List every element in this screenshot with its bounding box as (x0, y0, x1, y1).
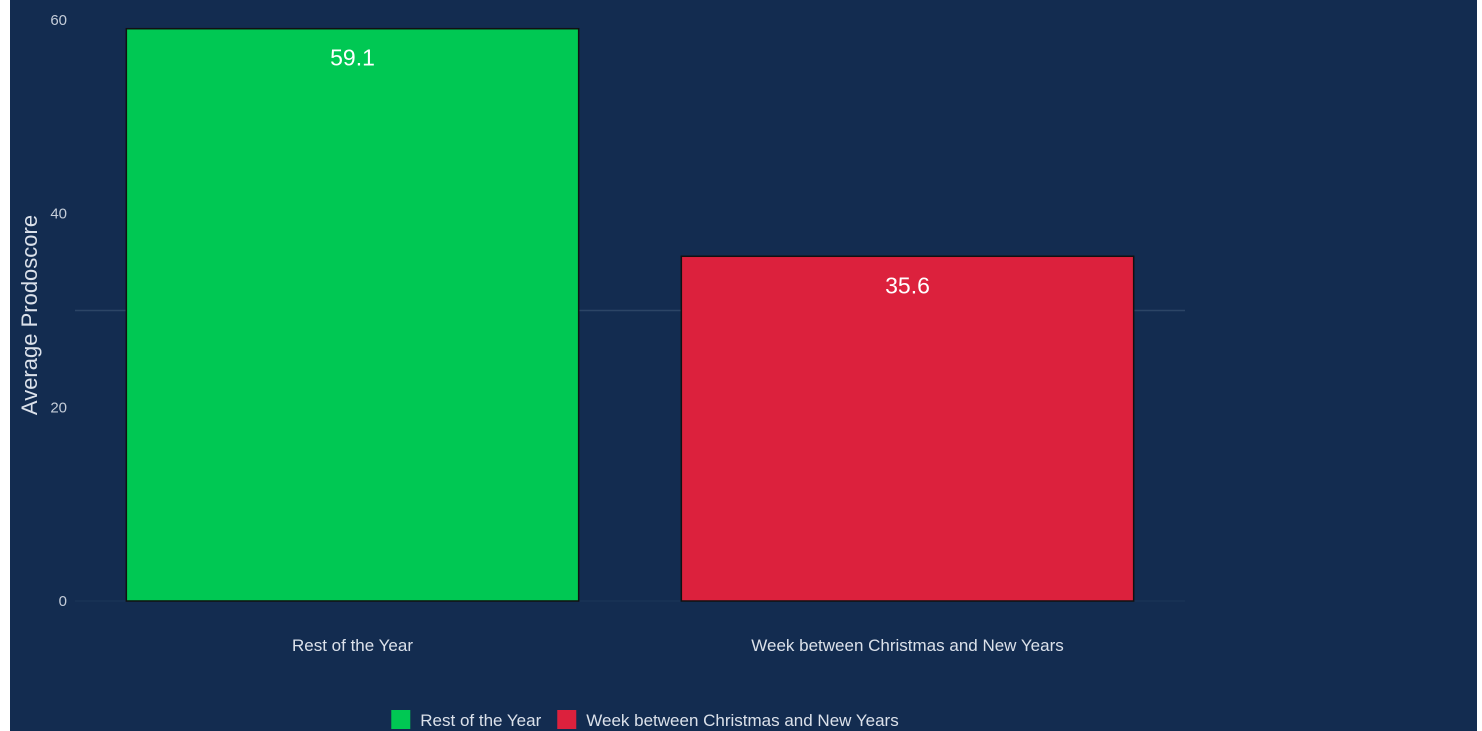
x-category-label: Rest of the Year (292, 636, 413, 655)
x-axis-categories: Rest of the Year Week between Christmas a… (292, 636, 1064, 655)
labels-layer: 59.1 35.6 (330, 45, 930, 299)
bar-value-label: 35.6 (885, 272, 930, 298)
bar-chart: 59.1 35.6 0 20 40 60 Rest of the Year Week be… (17, 12, 1185, 730)
y-axis-ticks: 0 20 40 60 (50, 12, 67, 610)
bars-layer (125, 27, 1135, 602)
legend-label: Rest of the Year (420, 711, 541, 730)
bar-2 (680, 255, 1135, 602)
legend-swatch (557, 710, 577, 729)
legend-label: Week between Christmas and New Years (586, 711, 898, 730)
y-tick-label: 60 (50, 12, 67, 29)
bar-value-label: 59.1 (330, 45, 375, 71)
legend: Rest of the Year Week between Christmas a… (391, 710, 899, 730)
y-axis-title: Average Prodoscore (17, 215, 42, 415)
bar-1 (125, 27, 580, 602)
y-tick-label: 40 (50, 206, 67, 223)
legend-swatch (391, 710, 411, 729)
x-category-label: Week between Christmas and New Years (751, 636, 1063, 655)
y-tick-label: 20 (50, 399, 67, 416)
y-tick-label: 0 (59, 593, 67, 610)
chart-panel: 59.1 35.6 0 20 40 60 Rest of the Year Week be… (10, 0, 1477, 731)
